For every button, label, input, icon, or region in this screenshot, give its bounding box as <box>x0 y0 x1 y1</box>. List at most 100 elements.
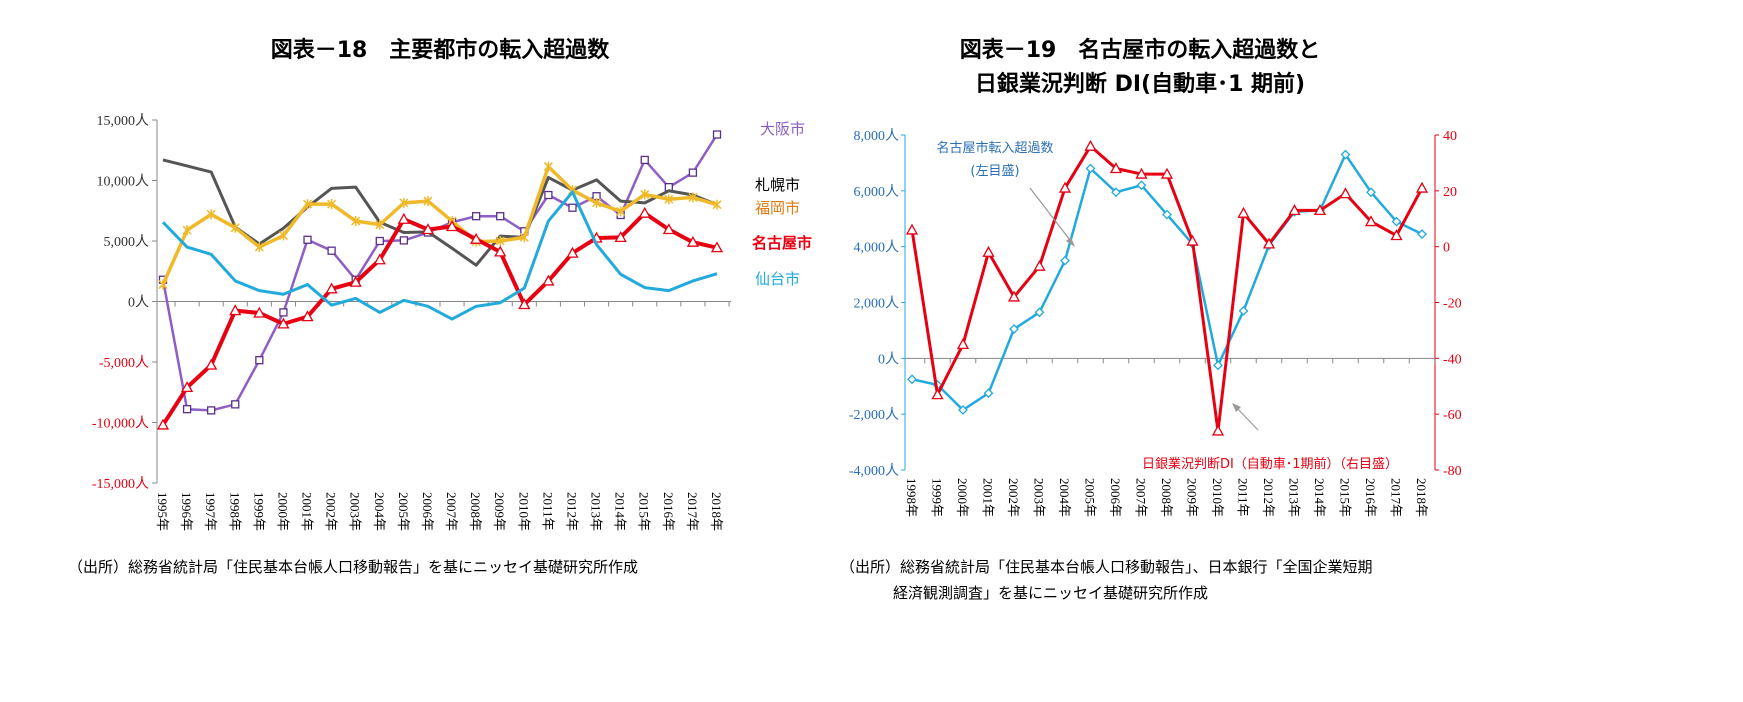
left-x-tick-label: 2005年 <box>396 492 411 531</box>
right-data-point <box>1288 204 1301 216</box>
right-data-point <box>958 405 968 415</box>
right-x-tick-label: 2011年 <box>1236 478 1251 517</box>
right-right-y-tick-label: -60 <box>1443 408 1462 423</box>
left-data-point <box>230 222 240 233</box>
right-x-tick-label: 2004年 <box>1057 478 1072 517</box>
left-x-tick-label: 1999年 <box>251 492 266 531</box>
left-data-point <box>399 197 409 208</box>
left-data-point <box>180 381 194 393</box>
left-chart-title: 図表－18 主要都市の転入超過数 <box>270 38 610 63</box>
left-data-point <box>566 246 579 258</box>
left-x-tick-label: 1997年 <box>203 492 218 531</box>
left-data-point <box>301 310 314 322</box>
left-data-point <box>495 236 505 246</box>
right-data-point <box>1060 255 1070 266</box>
left-data-point <box>399 236 409 245</box>
right-x-tick-label: 2006年 <box>1108 478 1123 517</box>
right-data-point <box>1417 229 1427 240</box>
right-data-point <box>1160 167 1174 179</box>
left-data-point <box>397 212 410 224</box>
annotation-arrowhead-nagoya <box>1066 237 1075 247</box>
left-data-point <box>614 231 627 243</box>
right-data-point <box>1111 187 1121 198</box>
right-x-tick-label: 1999年 <box>930 478 945 517</box>
right-left-y-tick-label: 8,000人 <box>854 128 900 144</box>
right-data-point <box>1364 215 1378 227</box>
left-data-point <box>688 168 698 177</box>
left-x-tick-label: 2011年 <box>540 492 555 531</box>
left-data-point <box>158 279 168 290</box>
left-data-point <box>542 274 555 286</box>
left-data-point <box>640 189 650 200</box>
left-x-tick-label: 2003年 <box>348 492 363 531</box>
left-data-point <box>231 400 240 409</box>
right-source-note-line2: 経済観測調査」を基にニッセイ基礎研究所作成 <box>893 584 1209 602</box>
left-x-tick-label: 2006年 <box>420 492 435 531</box>
left-series-line-0 <box>161 133 719 412</box>
left-data-point <box>303 235 312 244</box>
left-data-point <box>568 203 577 212</box>
left-data-point <box>710 241 724 253</box>
left-legend-label: 福岡市 <box>755 199 800 217</box>
right-x-tick-label: 2008年 <box>1159 478 1174 517</box>
left-data-point <box>640 155 649 165</box>
left-x-tick-label: 2016年 <box>661 492 676 531</box>
left-data-point <box>302 199 313 210</box>
right-right-y-tick-label: 0 <box>1443 241 1450 256</box>
right-x-tick-label: 2016年 <box>1363 478 1378 517</box>
right-data-point <box>1162 209 1172 220</box>
left-x-tick-label: 2009年 <box>492 492 507 531</box>
left-data-point <box>423 196 433 207</box>
right-x-tick-label: 2007年 <box>1134 478 1149 517</box>
left-data-point <box>253 306 266 318</box>
left-x-tick-label: 2007年 <box>444 492 459 531</box>
right-source-note-line1: （出所）総務省統計局「住民基本台帳人口移動報告」、日本銀行「全国企業短期 <box>840 558 1373 576</box>
right-data-point <box>1313 204 1327 216</box>
left-x-tick-label: 2004年 <box>372 492 387 531</box>
left-data-point <box>229 304 242 316</box>
annotation-arrowhead-di <box>1232 403 1241 412</box>
right-left-y-tick-label: -2,000人 <box>849 407 899 423</box>
right-annotation-di: 日銀業況判断DI（自動車･1期前）（右目盛） <box>1142 456 1398 472</box>
right-left-y-tick-label: 4,000人 <box>854 240 900 256</box>
left-data-point <box>255 356 264 365</box>
right-x-tick-label: 2001年 <box>981 478 996 517</box>
left-data-point <box>496 212 505 221</box>
right-data-point <box>1339 187 1352 199</box>
right-left-y-tick-label: 0人 <box>878 351 899 367</box>
right-data-point <box>1238 305 1249 316</box>
left-data-point <box>278 230 288 241</box>
left-x-tick-label: 1995年 <box>155 492 170 531</box>
left-data-point <box>373 253 386 265</box>
right-x-tick-label: 2005年 <box>1083 478 1098 517</box>
right-x-tick-label: 2010年 <box>1210 478 1225 517</box>
right-data-point <box>1085 163 1096 174</box>
right-data-point <box>1340 149 1351 160</box>
left-data-point <box>519 232 529 243</box>
left-data-point <box>375 219 385 230</box>
left-y-tick-label: -10,000人 <box>92 416 149 432</box>
left-x-tick-label: 2014年 <box>613 492 628 531</box>
right-data-point <box>1390 229 1403 241</box>
left-data-point <box>277 317 290 329</box>
right-x-tick-label: 2002年 <box>1006 478 1021 517</box>
left-data-point <box>664 194 674 205</box>
right-data-point <box>1033 259 1046 271</box>
left-x-tick-label: 2008年 <box>468 492 483 531</box>
left-legend-label: 札幌市 <box>755 176 800 194</box>
left-series-line-1 <box>162 158 718 267</box>
right-left-y-tick-label: -4,000人 <box>849 463 899 479</box>
left-x-tick-label: 2017年 <box>685 492 700 531</box>
left-data-point <box>327 199 337 210</box>
left-data-point <box>254 242 264 253</box>
right-left-y-tick-label: 2,000人 <box>854 296 900 312</box>
right-data-point <box>931 388 944 400</box>
left-data-point <box>182 405 192 414</box>
left-series-line-4 <box>161 190 718 321</box>
right-data-point <box>956 338 970 350</box>
left-x-tick-label: 2012年 <box>564 492 579 531</box>
left-y-tick-label: 5,000人 <box>104 234 150 250</box>
left-data-point <box>327 246 336 255</box>
